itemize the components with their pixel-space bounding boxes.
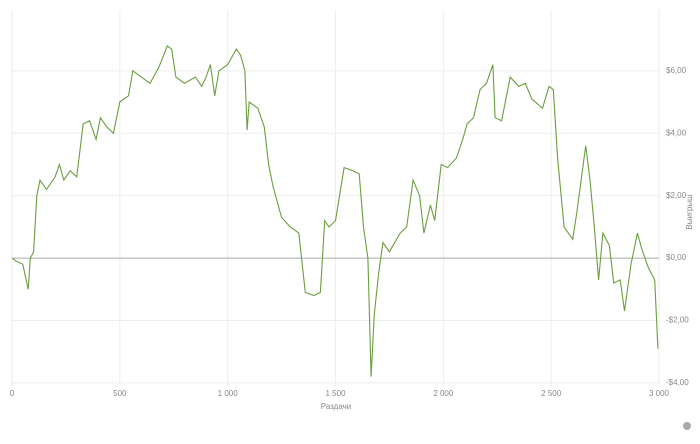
y-tick-label: -$4,00 bbox=[666, 378, 689, 387]
x-tick-label: 1 000 bbox=[218, 389, 239, 398]
y-tick-label: $0,00 bbox=[666, 253, 687, 262]
x-tick-label: 2 000 bbox=[433, 389, 454, 398]
y-tick-label: $6,00 bbox=[666, 66, 687, 75]
x-tick-label: 500 bbox=[113, 389, 127, 398]
y-tick-label: $4,00 bbox=[666, 128, 687, 137]
x-tick-label: 2 500 bbox=[541, 389, 562, 398]
x-tick-label: 3 000 bbox=[649, 389, 670, 398]
y-axis-title: Выигрыш bbox=[685, 194, 694, 229]
y-tick-label: $2,00 bbox=[666, 191, 687, 200]
x-axis-title: Раздачи bbox=[321, 402, 352, 411]
x-tick-label: 0 bbox=[10, 389, 15, 398]
info-icon[interactable] bbox=[683, 422, 691, 430]
line bbox=[11, 45, 659, 377]
x-tick-label: 1 500 bbox=[325, 389, 346, 398]
y-tick-label: -$2,00 bbox=[666, 316, 689, 325]
